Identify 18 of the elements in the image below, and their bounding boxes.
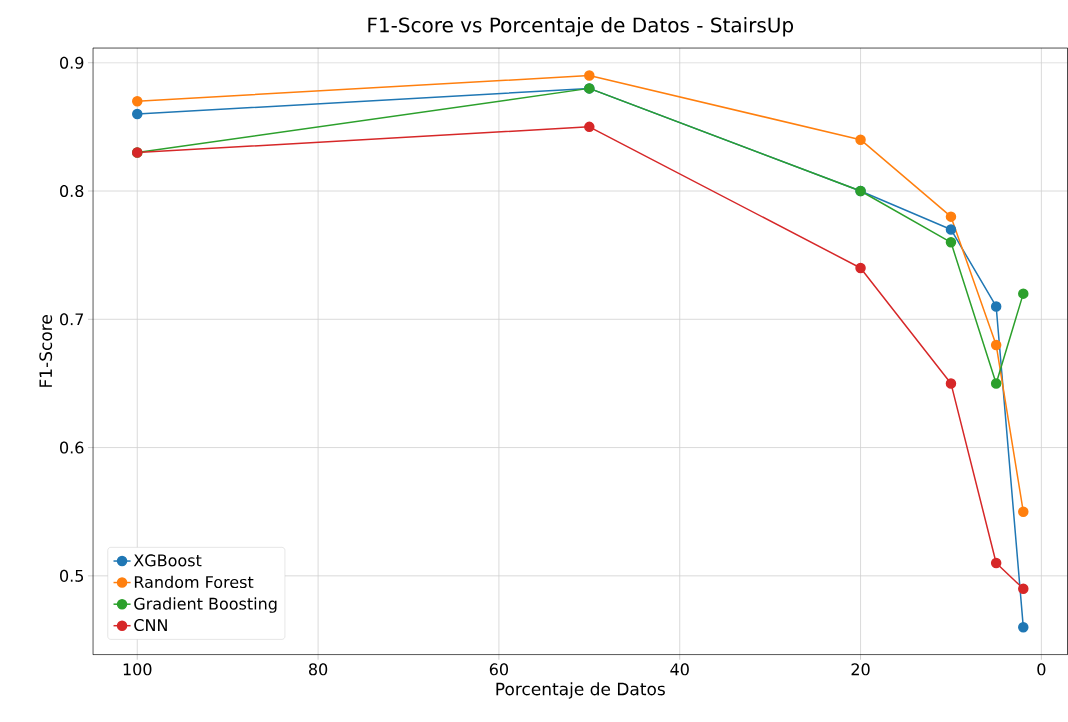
x-tick-label: 60: [489, 663, 509, 676]
legend-label: CNN: [134, 619, 167, 632]
y-tick-label: 0.5: [60, 569, 84, 583]
y-tick-label: 0.9: [60, 56, 84, 69]
legend-label: Random Forest: [134, 575, 254, 589]
y-tick-label: 0.6: [60, 441, 84, 454]
x-axis-title: Porcentaje de Datos: [496, 682, 665, 699]
x-tick-label: 40: [670, 663, 689, 676]
chart-title: F1-Score vs Porcentaje de Datos - StairsUp: [368, 17, 794, 37]
y-axis-title: F1-Score: [39, 315, 53, 387]
x-tick-label: 80: [308, 663, 328, 676]
legend-label: Gradient Boosting: [134, 597, 277, 613]
x-tick-label: 20: [851, 663, 870, 676]
y-tick-label: 0.7: [60, 313, 84, 326]
y-tick-label: 0.8: [60, 185, 84, 198]
x-tick-label: 100: [123, 663, 152, 676]
x-tick-label: 0: [1037, 663, 1046, 676]
legend-label: XGBoost: [133, 554, 202, 567]
